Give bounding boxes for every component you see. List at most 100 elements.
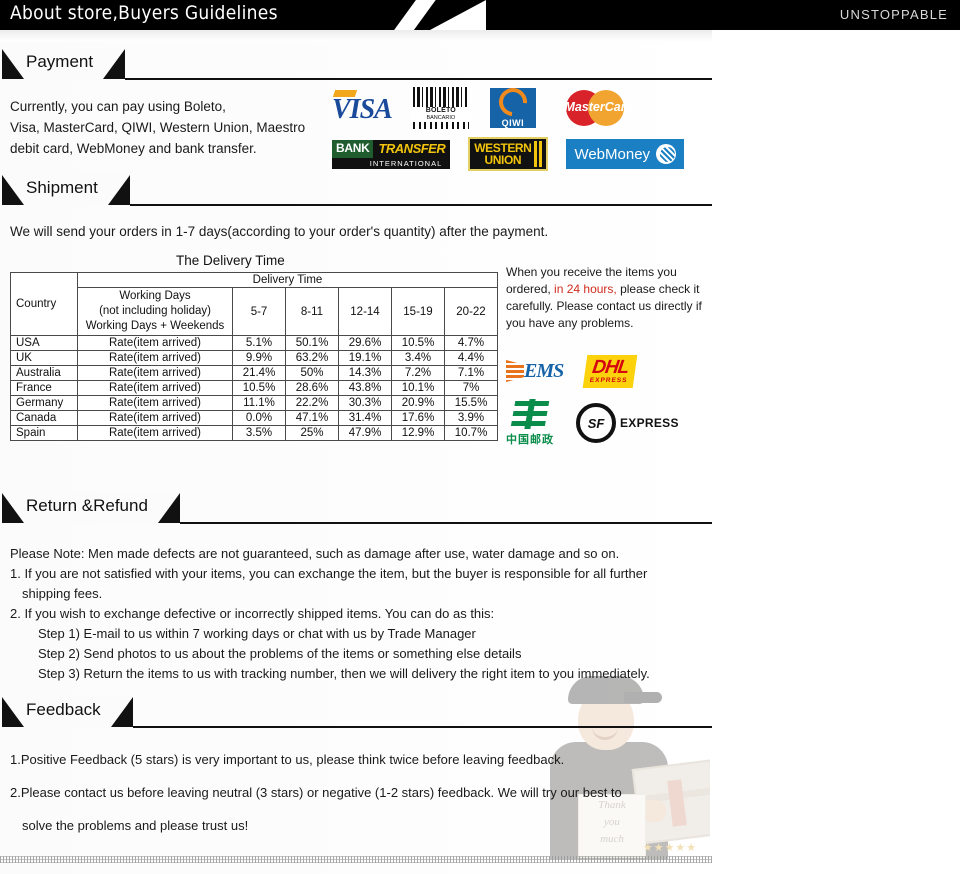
row-value: 11.1% — [232, 395, 286, 411]
note-highlight: in 24 hours, — [550, 282, 621, 296]
row-rate-label: Rate(item arrived) — [77, 335, 233, 351]
china-post-logo-text: 中国邮政 — [506, 434, 554, 446]
table-header-row-2: Working Days (not including holiday) Wor… — [11, 287, 498, 336]
row-value: 12.9% — [391, 425, 445, 441]
feedback-body: 1.Positive Feedback (5 stars) is very im… — [10, 750, 712, 836]
sf-express-logo: SF EXPRESS — [576, 403, 679, 443]
western-union-text2: UNION — [484, 153, 522, 167]
bank-transfer-text2: TRANSFER — [373, 139, 451, 158]
returns-note: Please Note: Men made defects are not gu… — [10, 546, 620, 561]
arrow-left-icon — [2, 697, 24, 727]
feedback-item2-cont: solve the problems and please trust us! — [22, 818, 249, 833]
shipment-label: Shipment — [26, 178, 98, 197]
shipment-section: Shipment We will send your orders in 1-7… — [0, 168, 712, 446]
payment-tab: Payment — [0, 48, 126, 80]
feedback-item1: 1.Positive Feedback (5 stars) is very im… — [10, 752, 565, 767]
row-value: 10.1% — [391, 380, 445, 396]
row-country: France — [10, 380, 78, 396]
payment-logos: VISA BOLETO BANCARIO QIWI — [332, 82, 706, 180]
returns-body: Please Note: Men made defects are not gu… — [10, 544, 712, 684]
header-wedge-decoration — [430, 0, 486, 30]
western-union-logo: WESTERN UNION — [468, 137, 549, 171]
arrow-left-icon — [2, 49, 24, 79]
content-column: Thank you much ★★★★★ Payment Currently, … — [0, 0, 712, 874]
ems-logo-text: EMS — [524, 359, 564, 382]
bank-transfer-top: BANK TRANSFER — [332, 139, 451, 158]
table-row: Australia Rate(item arrived) 21.4% 50% 1… — [10, 365, 498, 381]
row-value: 3.9% — [444, 410, 498, 426]
row-value: 10.5% — [391, 335, 445, 351]
row-rate-label: Rate(item arrived) — [77, 350, 233, 366]
row-country: Germany — [10, 395, 78, 411]
qiwi-logo-text: QIWI — [501, 118, 525, 128]
table-row: USA Rate(item arrived) 5.1% 50.1% 29.6% … — [10, 335, 498, 351]
brand-name: UNSTOPPABLE — [839, 7, 948, 22]
delivery-table-title: The Delivery Time — [176, 253, 285, 268]
row-country: Canada — [10, 410, 78, 426]
row-country: Spain — [10, 425, 78, 441]
row-rate-label: Rate(item arrived) — [77, 410, 233, 426]
row-country: Australia — [10, 365, 78, 381]
table-row: Spain Rate(item arrived) 3.5% 25% 47.9% … — [10, 425, 498, 441]
payment-label: Payment — [26, 52, 94, 71]
row-value: 10.5% — [232, 380, 286, 396]
feedback-tab: Feedback — [0, 696, 133, 728]
delivery-table-body: Country Delivery Time Working Days (not … — [10, 272, 498, 441]
header-range-4: 20-22 — [444, 287, 498, 336]
returns-rule — [0, 522, 712, 524]
payment-text-line1: Currently, you can pay using Boleto, — [10, 99, 226, 114]
shipment-lead-text: We will send your orders in 1-7 days(acc… — [10, 224, 549, 239]
header-shadow — [0, 30, 712, 42]
row-value: 31.4% — [338, 410, 392, 426]
note-part2: please check it carefully. Please contac… — [506, 282, 702, 330]
western-union-text: WESTERN UNION — [474, 142, 532, 167]
payment-text-line2: Visa, MasterCard, QIWI, Western Union, M… — [10, 120, 306, 135]
header-range-0: 5-7 — [232, 287, 286, 336]
returns-tab: Return &Refund — [0, 492, 180, 524]
row-value: 47.9% — [338, 425, 392, 441]
page-title: About store,Buyers Guidelines — [10, 2, 278, 24]
row-value: 0.0% — [232, 410, 286, 426]
ems-fan-icon — [506, 360, 524, 382]
header-range-3: 15-19 — [391, 287, 445, 336]
sf-express-text: EXPRESS — [620, 416, 679, 430]
bottom-hatch-strip — [0, 856, 712, 863]
page-header-bar: About store,Buyers Guidelines UNSTOPPABL… — [0, 0, 960, 30]
inspection-note: When you receive the items you ordered, … — [506, 264, 710, 332]
row-value: 50% — [285, 365, 339, 381]
row-value: 43.8% — [338, 380, 392, 396]
table-row: Germany Rate(item arrived) 11.1% 22.2% 3… — [10, 395, 498, 411]
boleto-barcode-icon — [412, 87, 469, 107]
feedback-section-header: Feedback — [0, 696, 712, 730]
dhl-logo: DHL EXPRESS — [582, 354, 638, 388]
mastercard-logo-text: MasterCard — [564, 100, 634, 114]
boleto-logo-text: BOLETO — [425, 107, 456, 114]
returns-step3: Step 3) Return the items to us with trac… — [38, 666, 650, 681]
payment-text-line3: debit card, WebMoney and bank transfer. — [10, 141, 257, 156]
row-value: 47.1% — [285, 410, 339, 426]
arrow-left-icon — [2, 175, 24, 205]
feedback-rule — [0, 726, 712, 728]
webmoney-logo-text: WebMoney — [574, 145, 651, 163]
feedback-item2: 2.Please contact us before leaving neutr… — [10, 785, 622, 800]
row-rate-label: Rate(item arrived) — [77, 395, 233, 411]
visa-logo: VISA — [332, 90, 393, 126]
row-country: UK — [10, 350, 78, 366]
mastercard-logo: MasterCard — [554, 88, 638, 128]
carrier-row-1: EMS DHL EXPRESS — [506, 350, 712, 392]
boleto-logo: BOLETO BANCARIO — [409, 87, 472, 129]
shipment-section-header: Shipment — [0, 174, 712, 208]
returns-section: Return &Refund Please Note: Men made def… — [0, 486, 712, 684]
carrier-row-2: 中国邮政 SF EXPRESS — [506, 399, 712, 446]
bank-transfer-text1: BANK — [332, 139, 374, 158]
shipment-rule — [0, 204, 712, 206]
row-value: 9.9% — [232, 350, 286, 366]
row-rate-label: Rate(item arrived) — [77, 425, 233, 441]
payment-rule — [0, 78, 712, 80]
sf-ring-icon: SF — [576, 403, 616, 443]
western-union-bars-icon — [534, 141, 543, 167]
row-value: 14.3% — [338, 365, 392, 381]
working-days-line2: (not including holiday) — [99, 305, 211, 317]
row-value: 19.1% — [338, 350, 392, 366]
row-value: 15.5% — [444, 395, 498, 411]
